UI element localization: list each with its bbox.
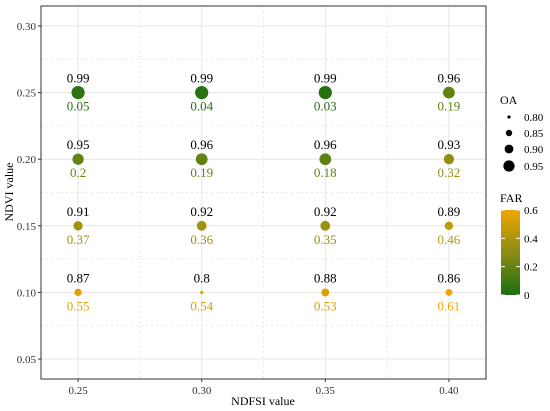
oa-size-legend: OA 0.80 0.85 0.90 0.95 xyxy=(500,93,544,173)
y-tick-label: 0.25 xyxy=(17,88,37,100)
data-point xyxy=(71,85,85,100)
data-point xyxy=(319,153,332,166)
far-legend-label: 0.2 xyxy=(524,262,538,274)
oa-legend-label: 0.90 xyxy=(524,144,544,156)
y-tick-label: 0.15 xyxy=(17,221,37,233)
data-points xyxy=(71,85,455,297)
oa-data-label: 0.87 xyxy=(67,270,90,285)
far-colorbar xyxy=(501,210,520,295)
data-point xyxy=(195,85,209,100)
y-tick-label: 0.10 xyxy=(17,287,37,299)
oa-data-label: 0.88 xyxy=(314,270,337,285)
x-axis-title: NDFSI value xyxy=(231,394,295,408)
y-axis-ticks: 0.05 0.10 0.15 0.20 0.25 0.30 xyxy=(17,21,41,366)
far-data-label: 0.61 xyxy=(438,298,461,313)
y-tick-label: 0.20 xyxy=(17,154,37,166)
data-point xyxy=(320,220,331,231)
oa-data-label: 0.93 xyxy=(438,137,461,152)
x-tick-label: 0.40 xyxy=(439,385,459,397)
oa-data-label: 0.91 xyxy=(67,204,90,219)
oa-legend-label: 0.95 xyxy=(524,161,544,173)
oa-data-label: 0.99 xyxy=(314,71,337,86)
oa-data-label: 0.86 xyxy=(438,270,461,285)
oa-data-label: 0.92 xyxy=(314,204,337,219)
x-tick-label: 0.35 xyxy=(316,385,336,397)
oa-data-label: 0.89 xyxy=(438,204,461,219)
far-data-label: 0.18 xyxy=(314,165,337,180)
oa-data-label: 0.8 xyxy=(194,270,210,285)
oa-data-label: 0.99 xyxy=(190,71,213,86)
oa-legend-label: 0.80 xyxy=(524,112,544,124)
oa-legend-key xyxy=(504,144,514,154)
far-data-label: 0.46 xyxy=(438,232,461,247)
data-labels: 0.99 0.05 0.99 0.04 0.99 0.03 0.96 0.19 0.95 0.2 0… xyxy=(67,71,461,314)
y-tick-label: 0.05 xyxy=(17,354,37,366)
x-tick-label: 0.25 xyxy=(68,385,88,397)
far-data-label: 0.35 xyxy=(314,232,337,247)
oa-legend-key xyxy=(505,129,513,137)
far-data-label: 0.03 xyxy=(314,99,337,114)
far-legend-label: 0 xyxy=(524,290,530,302)
far-data-label: 0.32 xyxy=(438,165,461,180)
oa-data-label: 0.96 xyxy=(314,137,337,152)
far-data-label: 0.05 xyxy=(67,99,90,114)
x-axis-ticks: 0.25 0.30 0.35 0.40 xyxy=(68,379,459,397)
far-data-label: 0.37 xyxy=(67,232,90,247)
data-point xyxy=(444,221,454,230)
data-point xyxy=(200,290,204,295)
data-point xyxy=(321,288,330,297)
oa-data-label: 0.99 xyxy=(67,71,90,86)
plot-panel-border xyxy=(40,5,487,380)
data-point xyxy=(443,154,455,165)
data-point xyxy=(74,288,82,297)
oa-legend-key xyxy=(503,160,515,172)
far-legend-title: FAR xyxy=(500,191,522,205)
data-point xyxy=(195,153,208,166)
far-color-legend: FAR 0.6 0.4 0.2 0 xyxy=(500,191,538,302)
far-data-label: 0.54 xyxy=(190,298,213,313)
y-tick-label: 0.30 xyxy=(17,21,37,33)
far-data-label: 0.04 xyxy=(190,99,213,114)
oa-data-label: 0.96 xyxy=(190,137,213,152)
far-legend-label: 0.6 xyxy=(524,205,538,217)
oa-legend-label: 0.85 xyxy=(524,128,544,140)
far-data-label: 0.36 xyxy=(190,232,213,247)
x-tick-label: 0.30 xyxy=(192,385,212,397)
far-data-label: 0.19 xyxy=(190,165,213,180)
far-data-label: 0.2 xyxy=(70,165,86,180)
far-data-label: 0.55 xyxy=(67,298,90,313)
data-point xyxy=(196,220,207,231)
y-axis-title: NDVI value xyxy=(2,163,16,222)
far-data-label: 0.53 xyxy=(314,298,337,313)
data-point xyxy=(445,288,453,296)
data-point xyxy=(72,153,84,165)
oa-data-label: 0.95 xyxy=(67,137,90,152)
grid-lines xyxy=(41,6,486,379)
far-legend-label: 0.4 xyxy=(524,233,538,245)
far-data-label: 0.19 xyxy=(438,99,461,114)
data-point xyxy=(73,221,83,231)
oa-data-label: 0.92 xyxy=(190,204,213,219)
data-point xyxy=(443,86,455,99)
oa-data-label: 0.96 xyxy=(438,71,461,86)
data-point xyxy=(318,85,332,100)
oa-legend-title: OA xyxy=(500,93,518,107)
oa-legend-key xyxy=(507,115,511,119)
